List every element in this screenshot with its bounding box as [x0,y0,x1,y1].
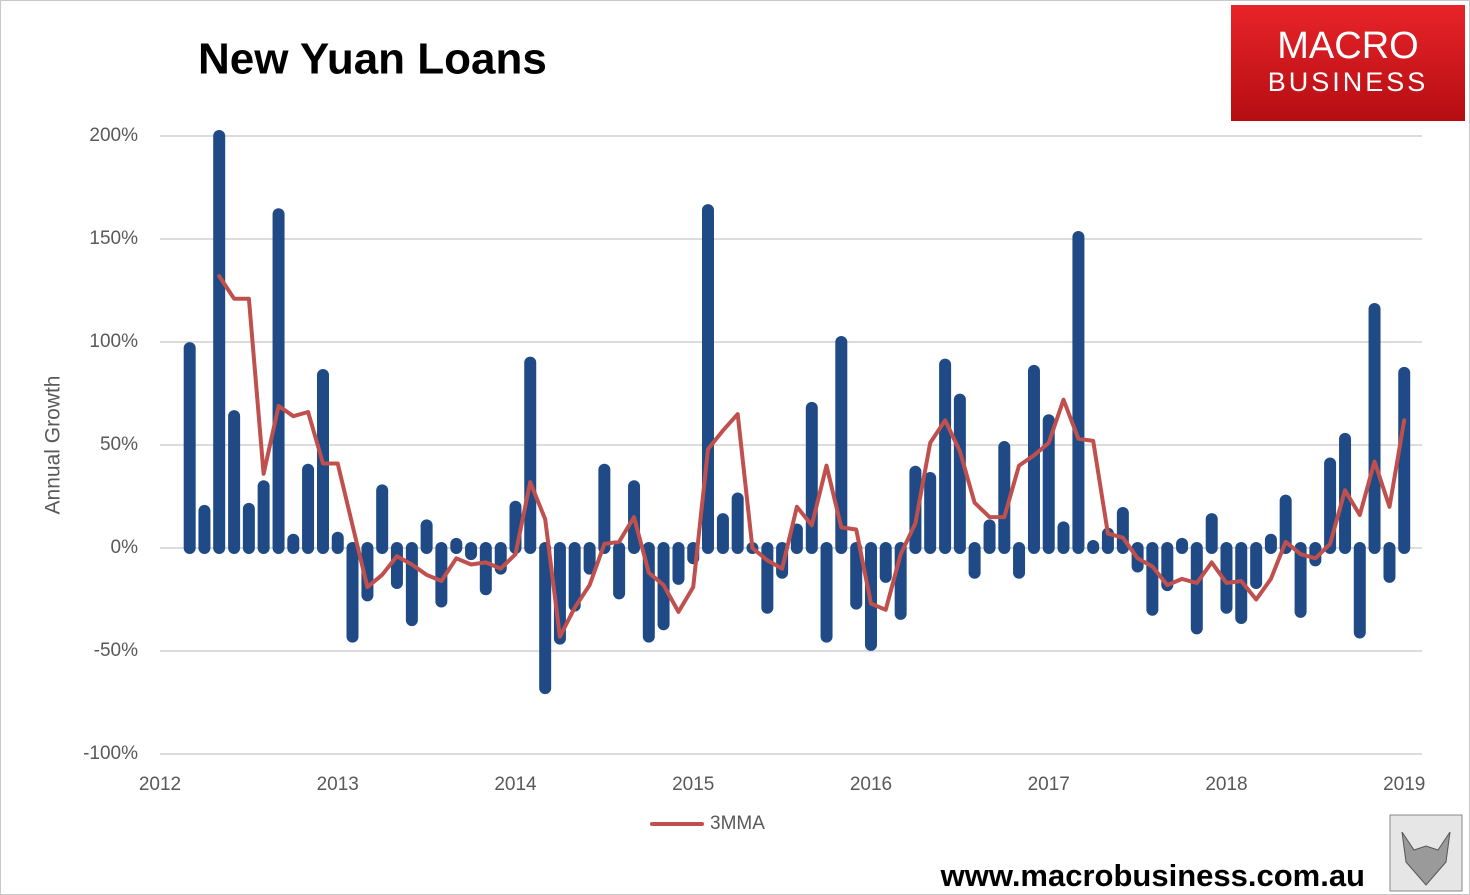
bar [524,356,537,554]
bar [568,542,581,612]
bar [1042,414,1055,554]
bar [376,484,389,554]
logo-box [1231,5,1465,121]
bar [1220,542,1233,614]
bar [287,533,300,554]
x-tick-label: 2013 [317,774,359,795]
bar [242,502,255,554]
bar [257,480,270,554]
bar [1353,542,1366,639]
bar [613,542,626,600]
bar [1205,513,1218,554]
bar [879,542,892,583]
bar [450,537,463,554]
y-tick-label: -100% [83,743,138,764]
bar [968,542,981,579]
y-tick-label: 150% [89,228,138,249]
bar [435,542,448,608]
bar [1250,542,1263,590]
bar [272,208,285,554]
bar [1368,303,1381,554]
bar [331,531,344,554]
line-series [217,274,1407,639]
bar [1072,230,1085,554]
bar [539,542,552,695]
bar [983,519,996,554]
x-tick-label: 2018 [1205,774,1247,795]
bar [820,542,833,643]
bar [583,542,596,575]
bar [390,542,403,590]
x-tick-label: 2017 [1028,774,1070,795]
bar [1176,537,1189,554]
bar [716,513,729,554]
bar [183,342,196,554]
bar [1264,533,1277,554]
legend-label: 3MMA [710,813,765,834]
y-tick-label: 0% [111,537,139,558]
bar [1146,542,1159,616]
bar [672,542,685,585]
bar [228,410,241,554]
bar [1294,542,1307,618]
bar [1383,542,1396,583]
bar [924,471,937,554]
x-tick-label: 2019 [1383,774,1425,795]
y-tick-label: 50% [100,434,138,455]
bar [346,542,359,643]
bar [731,492,744,554]
bar [1087,539,1100,554]
wolf-icon [1401,831,1451,886]
bar [850,542,863,610]
x-tick-label: 2014 [494,774,537,795]
bar [939,358,952,554]
logo-text: BUSINESS [1268,67,1429,97]
x-tick-label: 2016 [850,774,892,795]
bar [1013,542,1026,579]
bar [1057,521,1070,554]
bar [465,542,478,561]
bar [420,519,433,554]
bar [1190,542,1203,635]
bar [998,441,1011,554]
bar [1398,366,1411,554]
y-tick-label: 100% [89,331,138,352]
footer-url: www.macrobusiness.com.au [940,858,1365,893]
bar [405,542,418,627]
bar [835,336,848,554]
bar [302,463,315,554]
bar [761,542,774,614]
bar [953,393,966,554]
bar [598,463,611,554]
bar [790,523,803,554]
bar [1309,542,1322,567]
bar [479,542,492,596]
x-tick-label: 2015 [672,774,714,795]
bar [805,401,818,554]
y-tick-label: -50% [94,640,138,661]
y-axis-label: Annual Growth [42,376,65,515]
logo-text: MACRO [1277,25,1418,67]
y-tick-label: 200% [89,125,138,146]
bar [213,130,226,554]
bar [1027,364,1040,554]
bar [1279,494,1292,554]
chart-title: New Yuan Loans [198,35,547,84]
bar [198,504,211,554]
x-tick-label: 2012 [139,774,181,795]
